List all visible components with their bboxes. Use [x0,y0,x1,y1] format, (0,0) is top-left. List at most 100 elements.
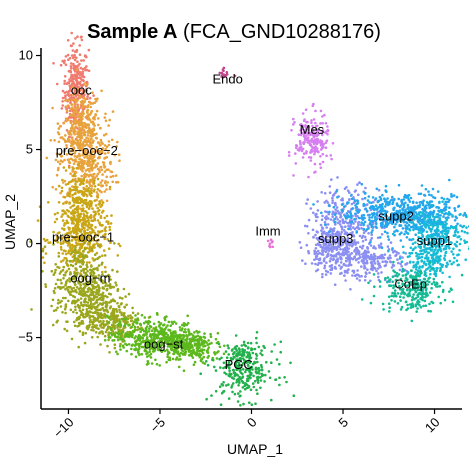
cell-point [99,313,102,317]
cell-point [75,81,79,85]
cell-point [253,360,256,364]
cell-point [316,263,320,267]
cell-point [340,208,344,212]
cell-point [380,271,383,274]
cell-point [328,259,332,263]
cell-point [69,189,72,193]
cell-point [61,178,64,182]
cell-point [331,215,335,218]
cell-point [368,271,371,275]
cell-point [54,268,57,272]
cell-point [216,331,220,335]
cell-point [60,281,63,285]
cell-point [78,157,81,161]
cell-point [381,193,384,197]
cell-point [391,247,394,250]
cell-point [189,337,192,341]
cell-point [88,145,92,149]
cell-point [264,373,267,377]
cell-point [137,333,141,337]
cell-point [322,145,325,149]
cell-point [303,118,306,121]
cell-point [83,160,87,163]
cell-point [205,397,208,401]
cell-point [65,153,69,156]
cell-point [81,315,85,318]
cell-point [105,188,108,191]
cell-point [80,222,84,225]
cell-point [36,219,40,222]
cell-point [283,376,286,379]
cell-point [69,293,72,296]
cell-point [101,147,105,150]
cell-point [96,335,99,339]
cell-point [56,211,59,215]
cell-point [347,201,350,204]
cell-point [357,193,360,197]
cell-point [92,318,95,321]
cell-point [287,154,291,157]
cell-point [50,304,53,308]
cell-point [86,109,89,112]
cell-point [72,162,76,166]
cell-point [154,358,157,362]
cell-point [223,344,226,348]
cell-point [98,209,101,212]
cell-point [363,196,367,200]
cell-point [64,96,67,99]
cell-point [131,323,135,327]
cell-point [188,349,192,353]
cell-point [90,247,94,251]
cell-point [90,223,94,227]
cell-point [348,215,351,219]
cell-point [453,209,457,212]
cell-point [79,72,83,76]
cell-point [366,268,369,272]
cell-point [383,264,387,268]
cell-point [357,223,360,227]
cell-point [60,186,64,190]
cell-point [44,252,48,255]
cell-point [96,219,100,222]
cell-point [321,253,325,256]
cell-point [98,149,101,153]
cell-point [375,226,378,230]
cell-point [78,330,82,333]
cell-point [98,200,101,203]
cell-point [82,166,85,170]
cell-point [242,340,246,344]
cell-point [369,279,372,283]
cell-point [305,225,309,228]
cell-point [51,106,54,110]
cell-point [44,285,48,289]
cell-point [393,225,396,229]
cell-point [116,254,120,257]
cell-point [82,199,85,203]
cell-point [334,202,337,206]
cell-point [361,216,365,220]
cell-point [78,201,82,205]
cell-point [85,304,89,308]
cell-point [148,320,152,324]
cell-point [144,327,148,330]
cell-point [85,255,89,259]
cell-point [67,194,71,197]
cell-point [405,262,409,265]
cell-point [401,256,404,259]
cell-point [85,65,88,68]
cell-point [128,330,132,334]
cell-point [310,145,313,148]
cell-point [357,220,361,224]
cell-point [91,156,95,160]
cell-point [255,341,258,345]
cell-point [81,259,85,263]
cell-point [396,258,399,261]
cell-point [344,279,347,282]
cell-point [92,159,96,163]
cell-point [323,192,327,195]
cell-point [86,95,89,99]
cell-point [425,215,428,218]
cell-point [97,230,100,233]
cell-point [107,325,110,328]
cell-point [333,213,337,216]
